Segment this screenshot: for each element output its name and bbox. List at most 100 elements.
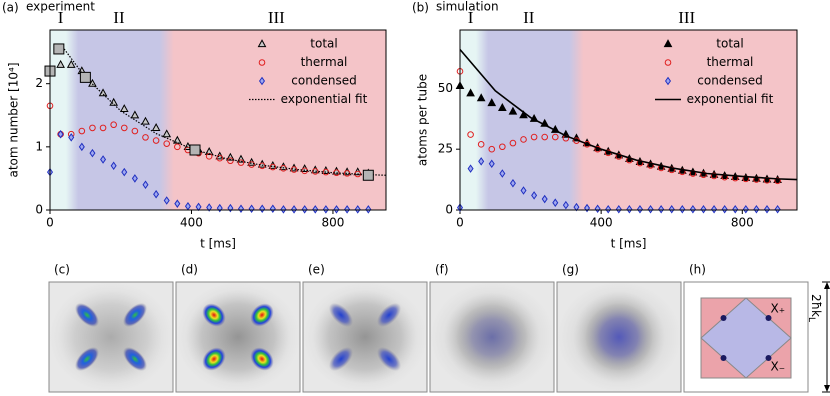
point (333, 205, 340, 214)
atom-cloud (202, 347, 226, 371)
arrow-head (824, 282, 830, 289)
point (636, 205, 643, 214)
region-label: III (268, 8, 285, 27)
legend-marker (257, 39, 267, 48)
atom-cloud (122, 302, 148, 328)
point (541, 133, 548, 141)
point (151, 123, 161, 131)
point (626, 205, 633, 214)
cloud (59, 290, 163, 384)
chart-title: simulation (436, 0, 499, 14)
image-frame (556, 281, 682, 393)
legend-marker (663, 39, 673, 48)
point (476, 93, 486, 102)
point (679, 205, 686, 214)
point (478, 157, 485, 166)
y-axis-label: atom number [10⁴] (7, 63, 21, 178)
region-label: II (523, 8, 535, 27)
point (269, 204, 276, 214)
point (120, 124, 128, 132)
cloud (456, 304, 528, 370)
scale-label: 2ħkL (807, 294, 824, 322)
x-tick-label: 400 (590, 216, 613, 230)
point (498, 102, 507, 111)
point (56, 59, 65, 68)
point (742, 205, 749, 214)
point (700, 205, 707, 214)
region-label: I (58, 8, 64, 27)
atom-cloud (376, 346, 402, 372)
point (174, 143, 181, 151)
panel-label: (d) (181, 263, 198, 277)
plot-frame (459, 29, 798, 211)
point (248, 161, 255, 168)
arrow-head (824, 385, 830, 392)
point (647, 205, 654, 214)
image-frame (175, 281, 301, 393)
point (174, 199, 181, 208)
x-point (720, 315, 727, 321)
panel-label: (h) (689, 263, 706, 277)
x-tick-label: 400 (180, 216, 203, 230)
point (99, 124, 107, 132)
point (774, 177, 781, 185)
point (365, 205, 372, 214)
scale-label-subscript: L (807, 317, 817, 322)
x-tick-label: 800 (731, 216, 754, 230)
point (291, 205, 298, 214)
point (131, 127, 139, 135)
point (520, 136, 527, 143)
cloud (585, 303, 653, 371)
point (509, 139, 517, 147)
legend-label: thermal (301, 55, 348, 69)
legend-marker (258, 59, 266, 66)
point (466, 88, 475, 97)
point (530, 133, 538, 141)
legend-label: total (716, 37, 743, 51)
point (142, 134, 149, 141)
x-axis-label: t [ms] (200, 237, 236, 251)
x-tick-label: 0 (46, 216, 54, 230)
panel-label: (e) (308, 263, 325, 277)
legend-label: exponential fit (687, 92, 774, 106)
panel-label: (f) (435, 263, 449, 277)
point (551, 133, 559, 141)
atom-cloud (202, 303, 226, 327)
point (605, 205, 612, 214)
point (142, 180, 149, 190)
point (763, 205, 771, 214)
point (615, 205, 622, 214)
point (141, 116, 150, 125)
y-tick-label: 0 (445, 203, 453, 217)
point (488, 145, 496, 153)
atom-cloud (328, 346, 354, 372)
region-label: II (113, 8, 125, 27)
image-frame (429, 281, 555, 393)
plot-background (460, 30, 797, 210)
point (467, 131, 474, 138)
point (721, 205, 728, 214)
region-label: III (678, 8, 695, 27)
y-tick-label: 0 (35, 203, 43, 217)
point (658, 205, 665, 214)
point (710, 172, 718, 180)
image-frame (302, 281, 428, 393)
atom-cloud (74, 346, 100, 372)
point (354, 205, 361, 214)
point (509, 178, 516, 188)
point (477, 141, 485, 148)
point (301, 205, 308, 214)
legend-label: condensed (697, 74, 762, 88)
fit-line (459, 48, 798, 181)
x-point (765, 355, 772, 361)
point (121, 167, 128, 177)
point (615, 153, 623, 160)
point (163, 196, 170, 205)
panel-label: (g) (562, 263, 579, 277)
point (290, 166, 298, 173)
point (68, 133, 75, 142)
legend-marker (664, 59, 672, 66)
scale-label-main: 2ħk (810, 294, 824, 317)
y-tick-label: 1 (35, 139, 43, 153)
